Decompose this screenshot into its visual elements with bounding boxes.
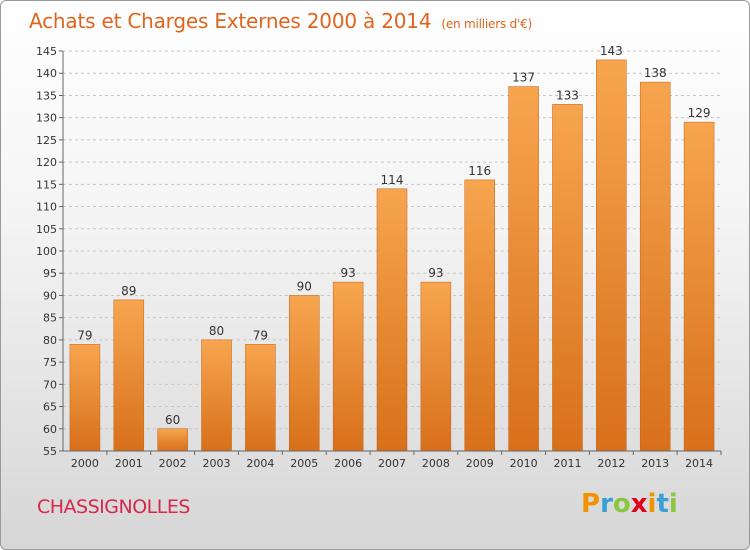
- y-tick-label: 100: [36, 245, 57, 258]
- bar-2010: [508, 86, 539, 452]
- bar-2013: [639, 81, 671, 452]
- bar-value-label: 143: [600, 44, 623, 58]
- x-tick-label: 2008: [422, 457, 450, 470]
- x-tick-label: 2014: [685, 457, 713, 470]
- y-tick-label: 90: [43, 289, 57, 302]
- x-axis: 2000 2001 2002 2003 2004 2005 2006 2007 2008 2009…: [63, 450, 722, 470]
- x-tick-label: 2004: [246, 457, 274, 470]
- chart-title-text: Achats et Charges Externes 2000 à 2014: [29, 9, 432, 33]
- bar-2008: [420, 281, 452, 452]
- x-tick-label: 2000: [71, 457, 99, 470]
- y-tick-label: 145: [36, 45, 57, 58]
- x-tick-label: 2005: [290, 457, 318, 470]
- y-tick-label: 75: [43, 356, 57, 369]
- bar-value-label: 89: [121, 284, 136, 298]
- y-tick-label: 140: [36, 67, 57, 80]
- x-tick-label: 2006: [334, 457, 362, 470]
- bar-value-label: 133: [556, 88, 579, 102]
- bar-2012: [596, 59, 627, 452]
- proxiti-logo: Proxiti: [581, 489, 678, 519]
- y-tick-label: 120: [36, 156, 57, 169]
- bar-2014: [683, 121, 715, 452]
- x-tick-label: 2010: [510, 457, 538, 470]
- logo-letter: o: [612, 489, 631, 519]
- bar-2006: [332, 281, 364, 452]
- logo-letter: x: [630, 489, 648, 519]
- logo-letter: P: [581, 489, 601, 519]
- bar-value-label: 129: [688, 106, 711, 120]
- commune-name: CHASSIGNOLLES: [37, 496, 190, 518]
- bar-2007: [376, 188, 408, 452]
- bar-value-label: 114: [381, 173, 404, 187]
- logo-letter: i: [647, 489, 657, 519]
- y-tick-label: 70: [43, 378, 57, 391]
- bars: 79 89 60 80 79 90 93 114 93 116 137 133 143 138 129: [69, 44, 715, 452]
- chart-title: Achats et Charges Externes 2000 à 2014 (e…: [29, 9, 532, 33]
- bar-value-label: 116: [468, 164, 491, 178]
- bar-2004: [245, 344, 276, 452]
- x-tick-label: 2007: [378, 457, 406, 470]
- x-tick-label: 2003: [203, 457, 231, 470]
- bar-value-label: 79: [253, 328, 268, 342]
- bar-value-label: 90: [297, 279, 312, 293]
- y-tick-label: 55: [43, 445, 57, 458]
- bar-value-label: 137: [512, 71, 535, 85]
- logo-letter: t: [656, 489, 669, 519]
- bar-2011: [552, 104, 583, 452]
- bar-value-label: 79: [77, 328, 92, 342]
- bar-value-label: 138: [644, 66, 667, 80]
- bar-value-label: 93: [340, 266, 355, 280]
- x-tick-label: 2001: [115, 457, 143, 470]
- x-tick-label: 2002: [159, 457, 187, 470]
- x-tick-label: 2013: [641, 457, 669, 470]
- y-tick-label: 105: [36, 223, 57, 236]
- y-tick-label: 80: [43, 334, 57, 347]
- x-tick-label: 2009: [466, 457, 494, 470]
- logo-letter: r: [600, 489, 613, 519]
- y-tick-label: 115: [36, 178, 57, 191]
- bar-value-label: 93: [428, 266, 443, 280]
- bar-value-label: 80: [209, 324, 224, 338]
- y-axis: 55 60 65 70 75 80 85 90 95 100 105 110 115 120 125 130 1…: [36, 45, 64, 458]
- bar-2009: [464, 179, 495, 452]
- y-tick-label: 125: [36, 134, 57, 147]
- y-tick-label: 65: [43, 401, 57, 414]
- bar-2001: [113, 299, 145, 452]
- bar-value-label: 60: [165, 413, 180, 427]
- y-tick-label: 85: [43, 312, 57, 325]
- bar-2005: [289, 295, 320, 452]
- x-tick-label: 2011: [553, 457, 581, 470]
- bar-2002: [157, 428, 188, 452]
- chart-subtitle: (en milliers d'€): [441, 17, 533, 31]
- x-tick-label: 2012: [597, 457, 625, 470]
- bar-2003: [201, 339, 232, 452]
- y-tick-label: 135: [36, 89, 57, 102]
- bar-2000: [69, 344, 101, 452]
- y-tick-label: 130: [36, 112, 57, 125]
- y-tick-label: 110: [36, 201, 57, 214]
- y-tick-label: 60: [43, 423, 57, 436]
- logo-letter: i: [668, 489, 678, 519]
- y-tick-label: 95: [43, 267, 57, 280]
